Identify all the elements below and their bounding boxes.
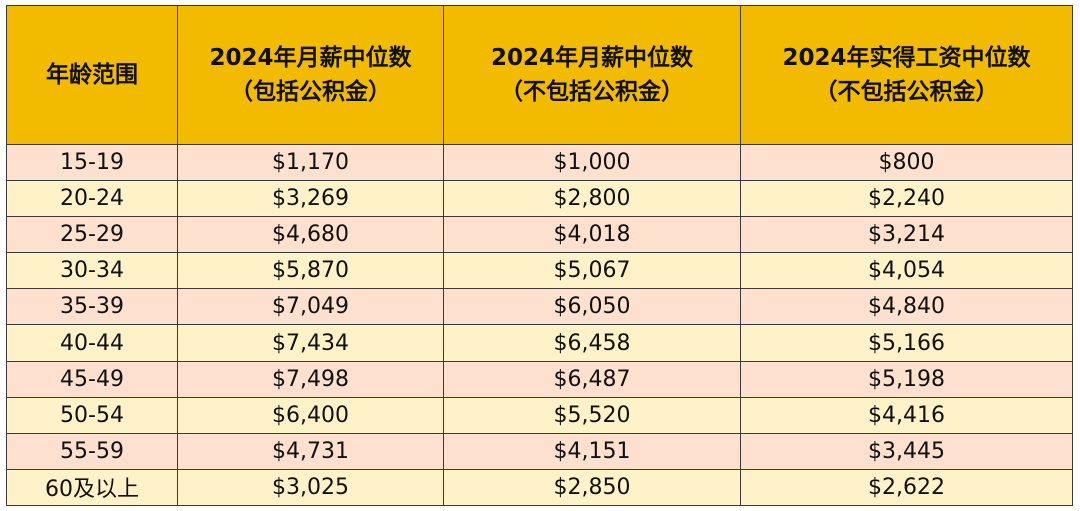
cell-age: 15-19 <box>6 143 178 182</box>
header-takehome-median: 2024年实得工资中位数 （不包括公积金） <box>740 5 1073 145</box>
table-row: 60及以上 $3,025 $2,850 $2,622 <box>6 468 1073 507</box>
cell-median-excl-cpf: $2,850 <box>443 468 741 507</box>
table-header-row: 年龄范围 2024年月薪中位数 （包括公积金） 2024年月薪中位数 （不包括公… <box>6 5 1073 145</box>
cell-median-excl-cpf: $6,050 <box>443 288 741 326</box>
header-median-incl-cpf-line2: （包括公积金） <box>230 79 391 105</box>
cell-median-excl-cpf: $2,800 <box>443 180 741 218</box>
cell-median-excl-cpf: $1,000 <box>443 143 741 182</box>
cell-median-incl-cpf: $7,434 <box>177 324 444 362</box>
header-takehome-median-line2: （不包括公积金） <box>814 79 999 105</box>
cell-median-excl-cpf: $5,067 <box>443 252 741 290</box>
header-age-range: 年龄范围 <box>6 5 178 145</box>
cell-median-excl-cpf: $5,520 <box>443 396 741 434</box>
table-row: 25-29 $4,680 $4,018 $3,214 <box>6 216 1073 254</box>
cell-median-incl-cpf: $4,680 <box>177 216 444 254</box>
header-median-incl-cpf: 2024年月薪中位数 （包括公积金） <box>177 5 444 145</box>
cell-takehome-median: $5,198 <box>740 360 1073 398</box>
cell-median-excl-cpf: $4,151 <box>443 432 741 470</box>
cell-age: 40-44 <box>6 324 178 362</box>
cell-median-incl-cpf: $1,170 <box>177 143 444 182</box>
cell-takehome-median: $5,166 <box>740 324 1073 362</box>
cell-median-incl-cpf: $3,025 <box>177 468 444 507</box>
cell-takehome-median: $4,416 <box>740 396 1073 434</box>
cell-age: 50-54 <box>6 396 178 434</box>
cell-age: 45-49 <box>6 360 178 398</box>
header-takehome-median-line1: 2024年实得工资中位数 <box>782 45 1031 71</box>
cell-takehome-median: $2,240 <box>740 180 1073 218</box>
table-row: 40-44 $7,434 $6,458 $5,166 <box>6 324 1073 362</box>
cell-takehome-median: $3,445 <box>740 432 1073 470</box>
cell-age: 60及以上 <box>6 468 178 507</box>
header-median-excl-cpf: 2024年月薪中位数 （不包括公积金） <box>443 5 741 145</box>
cell-median-incl-cpf: $3,269 <box>177 180 444 218</box>
cell-median-incl-cpf: $7,049 <box>177 288 444 326</box>
header-median-excl-cpf-line2: （不包括公积金） <box>500 79 684 105</box>
table-row: 20-24 $3,269 $2,800 $2,240 <box>6 180 1073 218</box>
cell-takehome-median: $4,054 <box>740 252 1073 290</box>
table-row: 30-34 $5,870 $5,067 $4,054 <box>6 252 1073 290</box>
cell-median-incl-cpf: $7,498 <box>177 360 444 398</box>
table-row: 35-39 $7,049 $6,050 $4,840 <box>6 288 1073 326</box>
cell-age: 20-24 <box>6 180 178 218</box>
cell-median-excl-cpf: $4,018 <box>443 216 741 254</box>
cell-median-incl-cpf: $6,400 <box>177 396 444 434</box>
cell-median-incl-cpf: $5,870 <box>177 252 444 290</box>
cell-takehome-median: $4,840 <box>740 288 1073 326</box>
cell-takehome-median: $3,214 <box>740 216 1073 254</box>
cell-age: 35-39 <box>6 288 178 326</box>
cell-median-excl-cpf: $6,458 <box>443 324 741 362</box>
cell-median-excl-cpf: $6,487 <box>443 360 741 398</box>
table-row: 55-59 $4,731 $4,151 $3,445 <box>6 432 1073 470</box>
salary-median-table: 年龄范围 2024年月薪中位数 （包括公积金） 2024年月薪中位数 （不包括公… <box>6 5 1073 507</box>
table-row: 45-49 $7,498 $6,487 $5,198 <box>6 360 1073 398</box>
cell-age: 55-59 <box>6 432 178 470</box>
header-age-range-label: 年龄范围 <box>46 62 138 88</box>
header-median-excl-cpf-line1: 2024年月薪中位数 <box>490 45 693 71</box>
header-median-incl-cpf-line1: 2024年月薪中位数 <box>209 45 412 71</box>
cell-age: 25-29 <box>6 216 178 254</box>
cell-median-incl-cpf: $4,731 <box>177 432 444 470</box>
table-row: 15-19 $1,170 $1,000 $800 <box>6 143 1073 182</box>
cell-takehome-median: $800 <box>740 143 1073 182</box>
cell-takehome-median: $2,622 <box>740 468 1073 507</box>
table-row: 50-54 $6,400 $5,520 $4,416 <box>6 396 1073 434</box>
cell-age: 30-34 <box>6 252 178 290</box>
